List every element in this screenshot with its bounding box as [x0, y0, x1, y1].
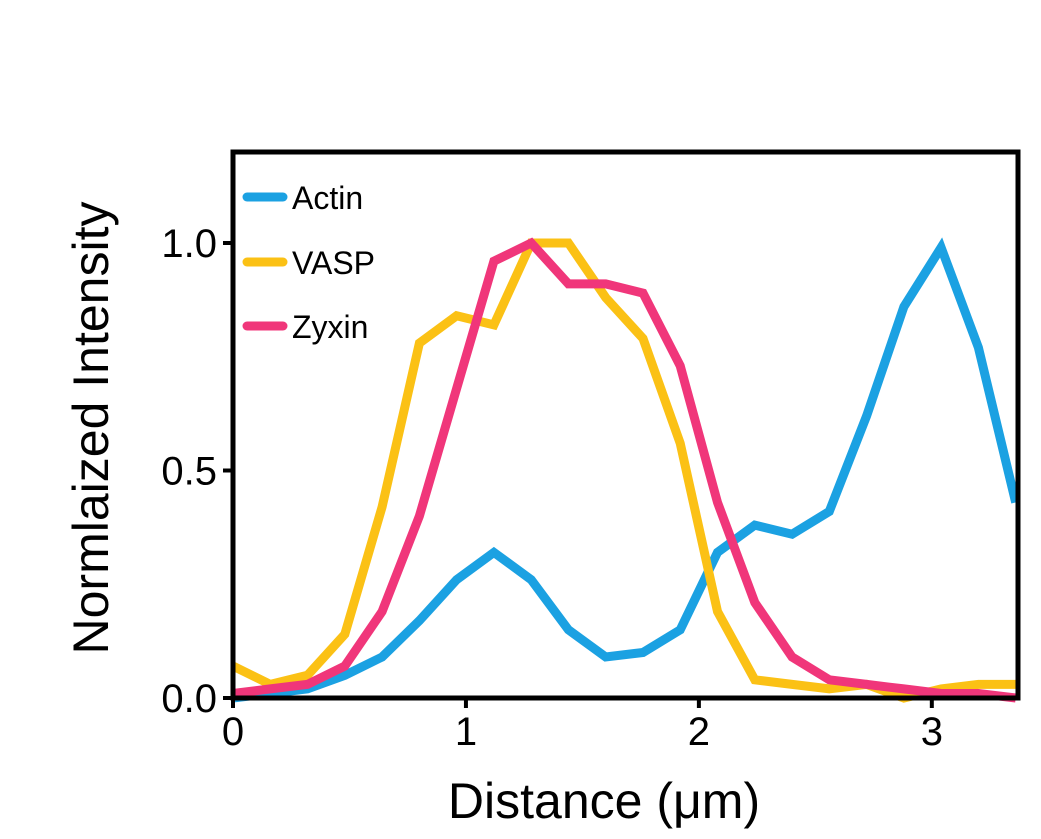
legend-label-zyxin: Zyxin — [292, 309, 368, 345]
y-tick-label: 1.0 — [161, 222, 217, 266]
series-layer — [231, 237, 1021, 703]
series-line-vasp — [231, 238, 1016, 703]
legend: Actin VASP Zyxin — [242, 180, 375, 345]
x-tick-label: 3 — [921, 710, 943, 754]
ticks-layer: 0 1 2 3 0.0 0.5 1.0 — [161, 222, 943, 754]
x-tick-label: 2 — [688, 710, 710, 754]
plot-frame — [230, 149, 1021, 701]
legend-label-actin: Actin — [292, 180, 363, 216]
legend-label-vasp: VASP — [292, 245, 375, 281]
x-tick-label: 0 — [222, 710, 244, 754]
y-tick-label: 0.5 — [161, 450, 217, 494]
x-tick-label: 1 — [455, 710, 477, 754]
x-axis-title: Distance (μm) — [448, 773, 760, 829]
series-line-zyxin — [232, 237, 1017, 703]
y-tick-label: 0.0 — [161, 677, 217, 721]
y-axis-title: Normlaized Intensity — [63, 202, 119, 655]
series-line-actin — [232, 237, 1021, 703]
